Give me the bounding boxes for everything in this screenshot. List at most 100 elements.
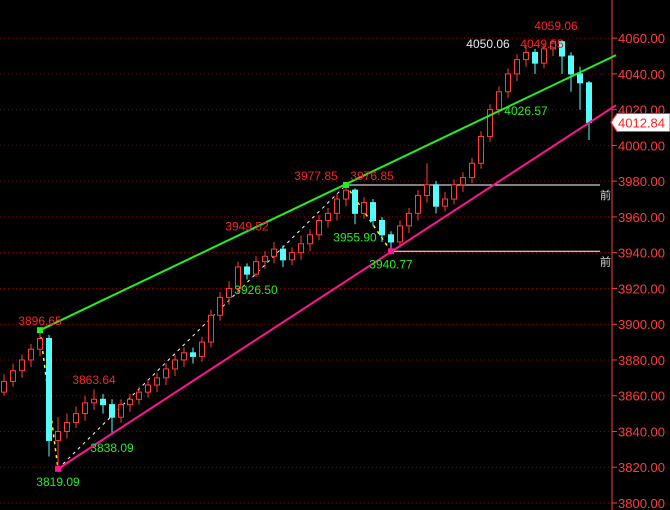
candle-body [136, 391, 142, 400]
candle-body [388, 234, 394, 243]
candle-body [82, 402, 88, 415]
y-tick-label: 3840.00 [618, 424, 665, 439]
price-annotation: 4050.06 [466, 37, 510, 51]
current-price-tag [610, 112, 670, 132]
price-annotation: 3838.09 [90, 441, 134, 455]
y-tick-label: 3980.00 [618, 174, 665, 189]
candle-body [397, 225, 403, 243]
candle-body [280, 248, 286, 261]
pivot-marker [55, 465, 61, 472]
candle-body [343, 189, 349, 200]
candle-body [514, 59, 520, 75]
candle-body [379, 219, 385, 236]
candle-body [487, 109, 493, 137]
candle-body [73, 413, 79, 424]
y-tick-label: 3860.00 [618, 389, 665, 404]
pivot-marker [37, 327, 43, 334]
price-annotation: 3863.64 [72, 373, 116, 387]
candle-body [541, 48, 547, 64]
price-annotation: 3896.65 [18, 314, 62, 328]
y-tick-label: 3960.00 [618, 210, 665, 225]
candle-body [415, 194, 421, 214]
y-tick-label: 4000.00 [618, 138, 665, 153]
candle-body [370, 202, 376, 221]
candle-body [37, 338, 43, 350]
candle-body [217, 296, 223, 316]
candle-body [109, 404, 115, 418]
candle-body [91, 398, 97, 404]
candle-body [46, 338, 52, 441]
price-annotation: 4026.57 [504, 104, 548, 118]
candle-body [100, 398, 106, 406]
price-annotation: 3926.50 [234, 283, 278, 297]
candle-body [235, 266, 241, 289]
candle-body [1, 380, 7, 393]
candle-body [478, 135, 484, 164]
price-annotation: 3940.77 [369, 257, 413, 271]
current-price-label: 4012.84 [618, 115, 665, 130]
candle-body [316, 219, 322, 236]
price-annotation: 3977.85 [294, 169, 338, 183]
candle-body [532, 51, 538, 64]
candle-body [505, 73, 511, 93]
price-annotation: 3949.52 [225, 220, 269, 234]
candle-body [19, 359, 25, 372]
price-annotation: 3955.90 [333, 230, 377, 244]
candle-body [28, 348, 34, 361]
price-annotation: 4059.06 [534, 19, 578, 33]
candle-body [163, 368, 169, 379]
candle-body [352, 189, 358, 214]
candle-body [586, 82, 592, 123]
y-tick-label: 3820.00 [618, 460, 665, 475]
candle-body [253, 261, 259, 275]
upper-channel-line [39, 54, 617, 332]
candle-body [127, 398, 133, 406]
candle-body [442, 198, 448, 207]
candle-body [433, 184, 439, 207]
pivot-marker [343, 182, 349, 189]
wave-line-yellow [39, 330, 59, 469]
candle-body [10, 370, 16, 382]
candle-body [406, 212, 412, 227]
candle-body [361, 202, 367, 214]
y-tick-label: 4040.00 [618, 67, 665, 82]
candle-body [226, 287, 232, 298]
candle-body [469, 162, 475, 179]
candle-body [307, 234, 313, 245]
candle-body [208, 314, 214, 343]
candle-body [523, 51, 529, 61]
price-annotation: 3976.85 [350, 169, 394, 183]
candle-body [559, 41, 565, 57]
candle-body [118, 404, 124, 418]
candle-body [460, 177, 466, 186]
candle-body [262, 255, 268, 263]
price-annotation: 4049.55 [520, 37, 564, 51]
candle-body [577, 73, 583, 84]
y-tick-label: 3880.00 [618, 353, 665, 368]
level-label: 前 [600, 254, 611, 268]
candle-body [190, 352, 196, 357]
candle-body [289, 252, 295, 261]
candle-body [145, 384, 151, 393]
candle-body [199, 341, 205, 357]
candle-body [154, 377, 160, 386]
y-tick-label: 3920.00 [618, 281, 665, 296]
candle-body [325, 212, 331, 221]
candle-body [244, 266, 250, 275]
candle-body [298, 243, 304, 254]
y-tick-label: 3900.00 [618, 317, 665, 332]
candle-body [64, 422, 70, 432]
y-tick-label: 4060.00 [618, 31, 665, 46]
pivot-marker [388, 248, 394, 255]
candle-body [568, 55, 574, 75]
wave-line-white [57, 184, 347, 470]
candle-body [181, 352, 187, 361]
candle-body [424, 184, 430, 196]
price-annotation: 3819.09 [36, 475, 80, 489]
candle-body [334, 198, 340, 214]
y-tick-label: 3800.00 [618, 496, 665, 510]
candle-body [172, 359, 178, 370]
candle-body [451, 184, 457, 200]
level-label: 前 [600, 188, 611, 202]
